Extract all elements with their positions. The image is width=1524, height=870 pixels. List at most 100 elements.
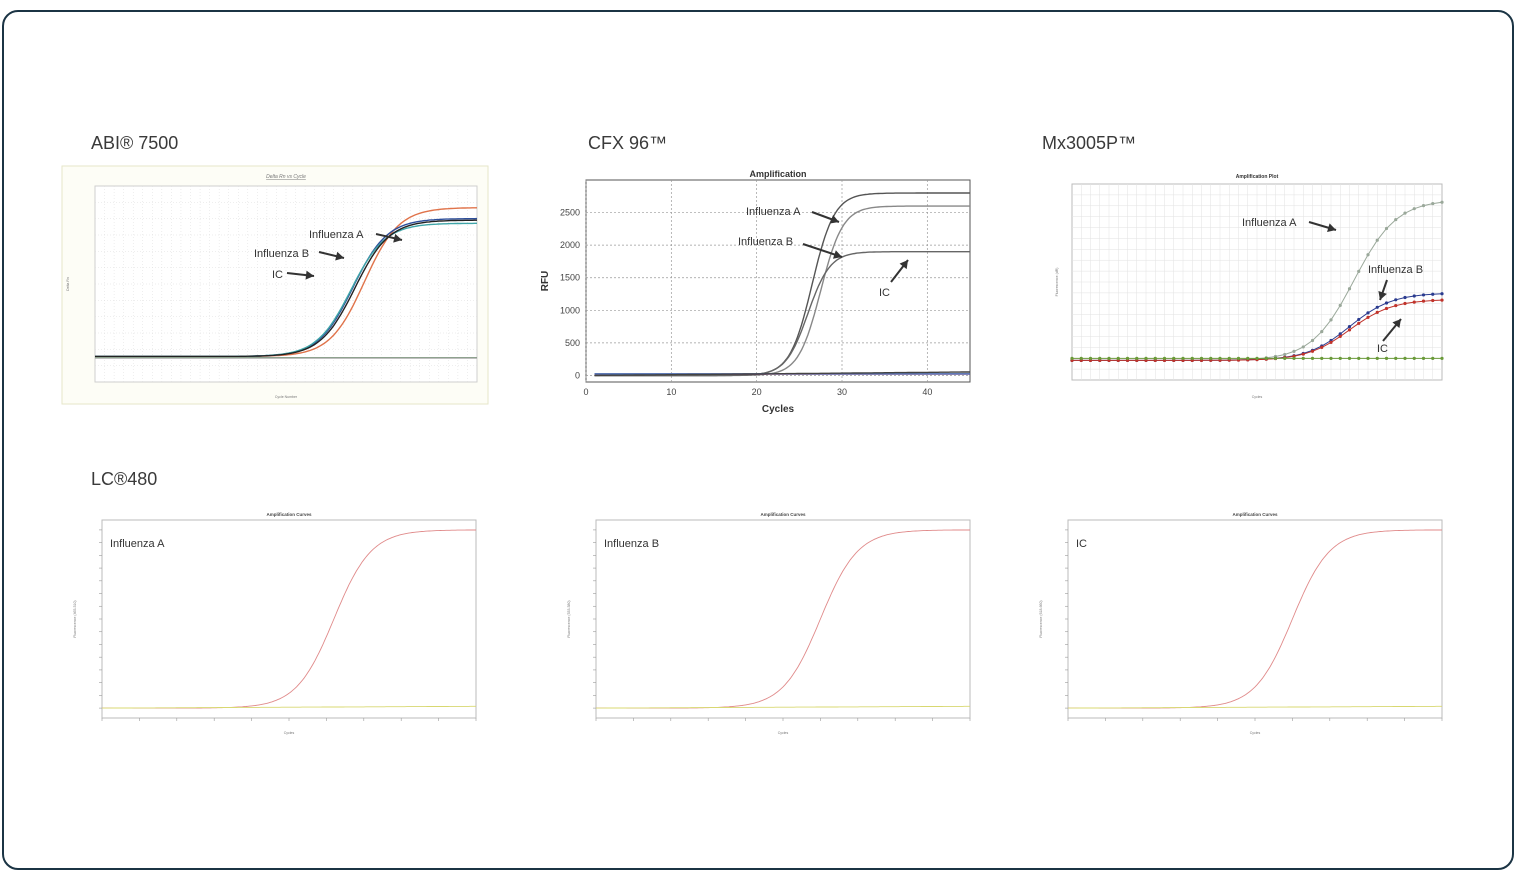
series-marker-1 [1440, 292, 1444, 296]
x-tick-label: 10 [666, 387, 676, 397]
y-axis-label: Delta Rn [66, 277, 70, 291]
plot-area [585, 179, 971, 383]
arrow-influenza-a-head [393, 233, 402, 243]
y-axis-label: Fluorescence (465-510) [73, 600, 77, 637]
series-marker-3 [1116, 356, 1120, 360]
plot-area [1067, 519, 1443, 719]
arrow-influenza-b-head [335, 251, 344, 261]
series-marker-2 [1375, 310, 1379, 314]
series-marker-3 [1403, 356, 1407, 360]
series-marker-3 [1218, 356, 1222, 360]
chart-cfx96: 0 10 20 30 40 0 500 1000 1500 2000 2500 Amplificati… [540, 169, 971, 415]
series-marker-3 [1347, 356, 1352, 360]
series-marker-1 [1357, 317, 1361, 322]
series-marker-2 [1329, 340, 1333, 344]
series-marker-2 [1347, 328, 1352, 332]
series-marker-0 [1375, 238, 1379, 242]
series-marker-0 [1320, 329, 1324, 334]
series-marker-2 [1366, 315, 1370, 319]
chart-lc480-ic: Amplification Curves Cycles Fluorescence (… [1039, 512, 1443, 735]
x-axis-label: Cycles [284, 731, 295, 735]
series-marker-3 [1421, 356, 1426, 360]
series-marker-1 [1338, 332, 1342, 336]
series-marker-3 [1125, 356, 1130, 360]
series-marker-2 [1292, 354, 1296, 358]
series-marker-0 [1440, 200, 1444, 204]
series-marker-2 [1320, 345, 1324, 349]
series-marker-2 [1394, 303, 1398, 308]
series-marker-2 [1412, 300, 1416, 304]
arrow-ic-head [899, 260, 908, 270]
series-marker-3 [1070, 356, 1074, 360]
chart-title: Amplification Curves [760, 512, 806, 517]
series-marker-2 [1384, 306, 1389, 311]
series-marker-3 [1440, 356, 1444, 360]
x-tick-label: 30 [837, 387, 847, 397]
annotation-label: Influenza A [110, 538, 165, 550]
x-axis-label: Cycles [1252, 395, 1263, 399]
series-marker-3 [1162, 356, 1167, 360]
series-line-1 [102, 705, 476, 709]
chart-title: Amplification Curves [266, 512, 312, 517]
x-axis-label: Cycles [778, 731, 789, 735]
series-marker-3 [1135, 356, 1139, 360]
series-marker-3 [1209, 356, 1213, 360]
figure-frame [2, 10, 1514, 870]
y-tick-label: 500 [565, 338, 580, 348]
y-tick-label: 0 [575, 370, 580, 380]
y-tick-label: 1500 [560, 273, 580, 283]
series-marker-0 [1421, 204, 1426, 208]
series-marker-0 [1366, 253, 1370, 257]
series-marker-3 [1199, 356, 1204, 360]
series-marker-2 [1301, 352, 1305, 356]
arrow-influenza-a-head [829, 215, 839, 224]
annotation-label: Influenza B [604, 538, 659, 550]
series-marker-3 [1310, 356, 1315, 360]
annotation-influenza-b: Influenza B [254, 248, 309, 260]
x-tick-label: 20 [752, 387, 762, 397]
chart-lc480-influenza-a: Amplification Curves Cycles Fluorescence (… [73, 512, 477, 735]
series-marker-3 [1255, 356, 1259, 360]
series-marker-1 [1412, 294, 1416, 298]
series-marker-3 [1412, 356, 1416, 360]
series-marker-0 [1384, 226, 1389, 231]
series-marker-3 [1301, 356, 1305, 360]
arrow-influenza-b-head [1378, 290, 1387, 300]
series-marker-2 [1431, 298, 1435, 303]
annotation-label: IC [1076, 538, 1087, 550]
annotation-influenza-b: Influenza B [1368, 264, 1423, 276]
series-marker-1 [1403, 295, 1407, 300]
series-marker-2 [1440, 298, 1444, 302]
annotation-ic: IC [1377, 343, 1388, 355]
panel-title-abi: ABI® 7500 [91, 133, 179, 153]
series-marker-3 [1384, 356, 1389, 360]
series-marker-3 [1079, 356, 1083, 360]
y-axis-label: Fluorescence (533-580) [567, 600, 571, 637]
chart-title: Amplification Curves [1232, 512, 1278, 517]
series-line-1 [1068, 705, 1442, 709]
series-marker-1 [1375, 305, 1379, 309]
series-marker-0 [1329, 318, 1333, 322]
y-axis-label: RFU [540, 271, 551, 292]
series-line-5 [594, 371, 970, 377]
series-marker-0 [1283, 352, 1287, 357]
series-marker-3 [1264, 356, 1268, 360]
series-line-3 [95, 219, 477, 358]
series-marker-3 [1292, 356, 1296, 360]
series-marker-0 [1338, 303, 1342, 307]
chart-mx3005p: Amplification Plot Cycles Fluorescence (dR… [1055, 174, 1444, 399]
series-marker-3 [1366, 356, 1370, 360]
series-marker-2 [1403, 301, 1407, 306]
y-tick-label: 2500 [560, 208, 580, 218]
y-tick-label: 2000 [560, 240, 580, 250]
annotation-ic: IC [879, 287, 890, 299]
series-marker-1 [1421, 293, 1426, 297]
panel-title-mx: Mx3005P™ [1042, 133, 1137, 153]
series-marker-0 [1431, 201, 1435, 206]
x-tick-label: 0 [583, 387, 588, 397]
series-marker-2 [1310, 349, 1315, 353]
series-marker-3 [1107, 356, 1111, 360]
series-marker-1 [1431, 292, 1435, 296]
series-marker-3 [1375, 356, 1379, 360]
annotation-ic: IC [272, 269, 283, 281]
